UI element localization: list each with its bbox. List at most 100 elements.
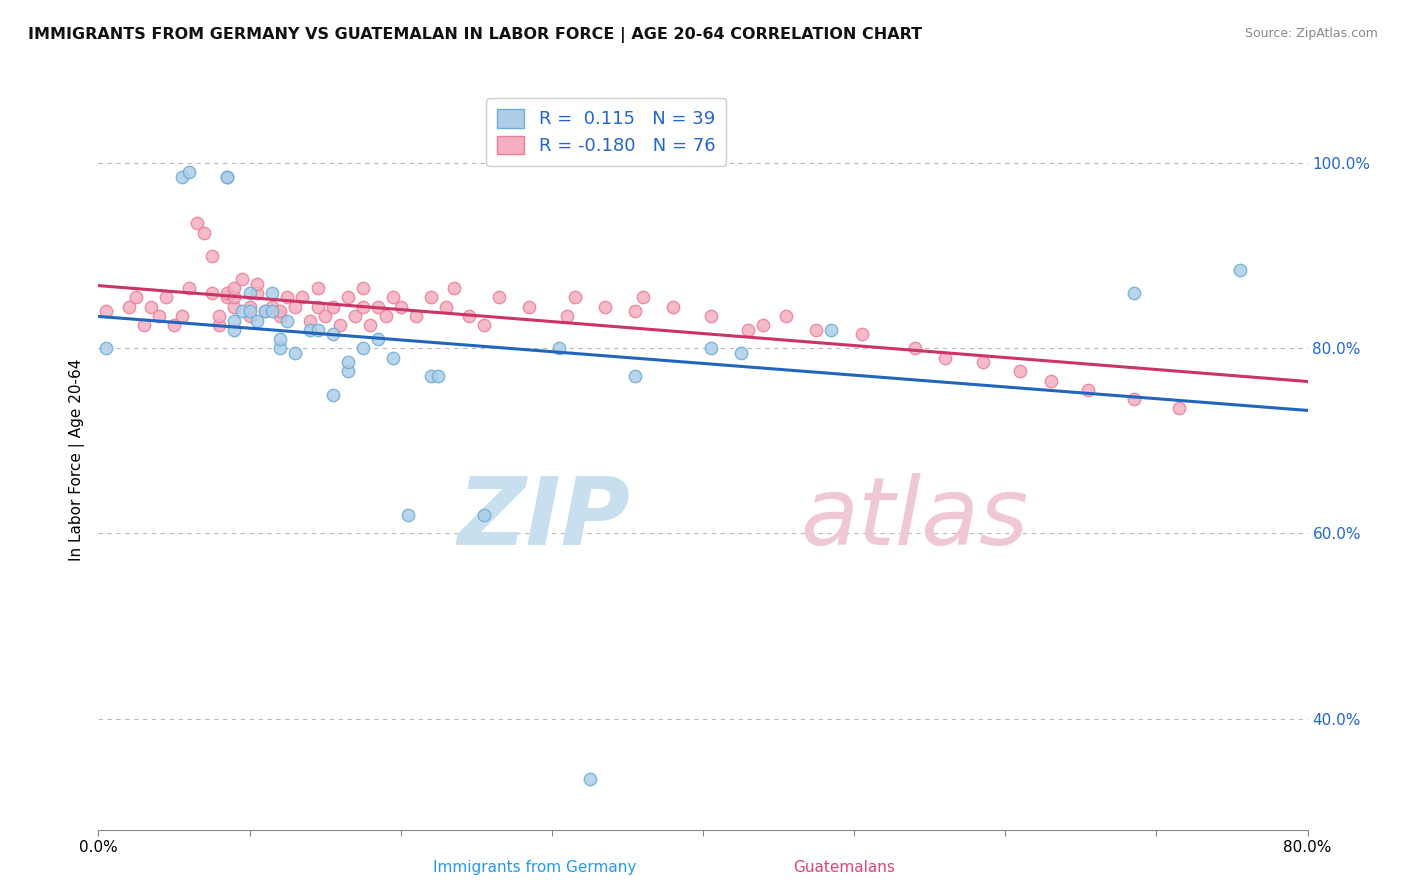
Point [299,313,322,327]
Point [208,318,231,333]
Point [360,318,382,333]
Point [193,226,215,240]
Point [488,290,510,304]
Point [148,309,170,323]
Point [564,290,586,304]
Point [239,285,262,300]
Point [352,342,374,356]
Text: atlas: atlas [800,473,1028,564]
Point [141,300,163,314]
Point [262,300,284,314]
Point [434,300,457,314]
Point [314,309,336,323]
Point [322,327,344,342]
Point [730,346,752,360]
Point [443,281,465,295]
Point [179,165,201,179]
Point [752,318,775,333]
Point [186,216,208,230]
Point [231,304,253,318]
Legend: R =  0.115   N = 39, R = -0.180   N = 76: R = 0.115 N = 39, R = -0.180 N = 76 [486,98,725,166]
Point [737,323,759,337]
Point [1039,374,1062,388]
Text: Source: ZipAtlas.com: Source: ZipAtlas.com [1244,27,1378,40]
Point [163,318,186,333]
Point [396,508,419,522]
Point [1229,262,1251,277]
Point [215,170,238,185]
Point [427,369,450,384]
Point [170,309,193,323]
Point [269,332,291,346]
Point [246,313,269,327]
Point [631,290,654,304]
Point [367,300,389,314]
Point [1122,392,1144,407]
Point [239,300,262,314]
Point [555,309,578,323]
Point [806,323,828,337]
Point [382,290,405,304]
Point [457,309,479,323]
Point [231,272,253,286]
Point [420,290,443,304]
Point [125,290,148,304]
Point [132,318,155,333]
Point [269,304,291,318]
Point [352,300,374,314]
Point [246,285,269,300]
Point [224,281,246,295]
Point [1077,383,1099,397]
Point [661,300,683,314]
Point [624,369,647,384]
Point [1168,401,1191,416]
Y-axis label: In Labor Force | Age 20-64: In Labor Force | Age 20-64 [69,359,84,560]
Point [262,285,284,300]
Text: Guatemalans: Guatemalans [793,861,894,875]
Point [699,309,721,323]
Point [307,281,329,295]
Point [246,277,269,291]
Point [820,323,842,337]
Point [307,300,329,314]
Point [201,249,224,263]
Point [215,170,238,185]
Point [1010,364,1032,378]
Point [472,318,495,333]
Point [224,313,246,327]
Point [593,300,616,314]
Point [284,300,307,314]
Point [578,772,600,786]
Point [699,342,721,356]
Point [420,369,443,384]
Point [239,309,262,323]
Point [329,318,352,333]
Point [1122,285,1144,300]
Point [548,342,571,356]
Point [344,309,367,323]
Point [382,351,405,365]
Point [94,304,117,318]
Text: ZIP: ZIP [457,473,630,565]
Point [208,309,231,323]
Point [201,285,224,300]
Point [299,323,322,337]
Point [253,304,276,318]
Point [336,290,359,304]
Point [215,290,238,304]
Point [276,313,298,327]
Point [170,170,193,185]
Text: IMMIGRANTS FROM GERMANY VS GUATEMALAN IN LABOR FORCE | AGE 20-64 CORRELATION CHA: IMMIGRANTS FROM GERMANY VS GUATEMALAN IN… [28,27,922,43]
Point [904,342,927,356]
Point [851,327,873,342]
Point [352,281,374,295]
Point [775,309,797,323]
Point [405,309,427,323]
Point [291,290,314,304]
Point [239,304,262,318]
Point [307,323,329,337]
Point [269,342,291,356]
Text: Immigrants from Germany: Immigrants from Germany [433,861,636,875]
Point [224,300,246,314]
Point [374,309,396,323]
